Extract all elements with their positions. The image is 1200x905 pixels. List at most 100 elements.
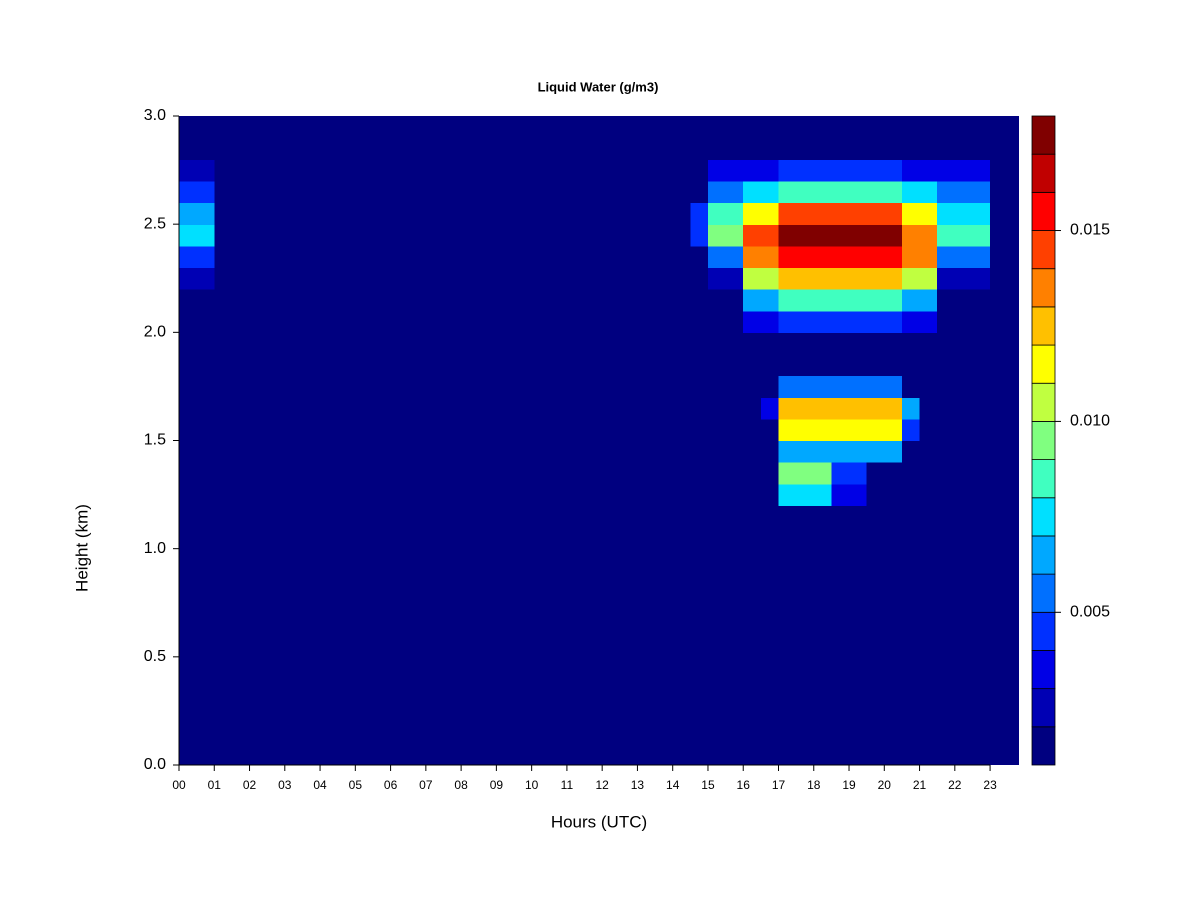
heatmap-cell (443, 700, 462, 723)
heatmap-cell (267, 527, 286, 550)
heatmap-cell (231, 289, 251, 312)
heatmap-cell (796, 332, 815, 355)
heatmap-cell (707, 570, 727, 593)
heatmap-cell (972, 570, 991, 593)
heatmap-cell (584, 483, 603, 506)
x-tick-label: 05 (349, 778, 363, 792)
heatmap-cell (901, 224, 921, 247)
heatmap-cell (990, 245, 1009, 269)
heatmap-cell (1007, 180, 1019, 204)
heatmap-cell (725, 137, 744, 160)
heatmap-cell (284, 505, 304, 528)
heatmap-cell (972, 137, 991, 160)
heatmap-cell (619, 505, 639, 528)
heatmap-cell (743, 635, 762, 658)
heatmap-cell (302, 116, 321, 139)
x-tick-label: 23 (983, 778, 997, 792)
heatmap-cell (214, 483, 233, 506)
heatmap-cell (249, 613, 268, 636)
heatmap-cell (549, 613, 568, 636)
heatmap-cell (866, 591, 885, 615)
heatmap-cell (796, 418, 815, 442)
heatmap-cell (690, 548, 709, 571)
heatmap-cell (813, 310, 832, 333)
heatmap-cell (214, 289, 233, 312)
x-tick-label: 11 (561, 778, 574, 792)
heatmap-cell (954, 721, 974, 744)
heatmap-cell (972, 548, 991, 571)
heatmap-cell (919, 159, 938, 182)
heatmap-cell (267, 332, 286, 355)
heatmap-cell (284, 267, 304, 290)
heatmap-cell (531, 159, 550, 182)
heatmap-cell (690, 332, 709, 355)
x-tick-label: 08 (454, 778, 468, 792)
heatmap-cell (531, 483, 550, 506)
heatmap-cell (478, 137, 497, 160)
heatmap-cell (478, 440, 497, 463)
heatmap-cell (214, 570, 233, 593)
heatmap-cell (760, 483, 780, 506)
heatmap-cell (531, 527, 550, 550)
heatmap-cell (196, 462, 215, 485)
heatmap-cell (284, 289, 304, 312)
heatmap-cell (355, 159, 374, 182)
heatmap-cell (443, 397, 462, 420)
heatmap-cell (901, 310, 921, 333)
heatmap-cell (602, 332, 621, 355)
heatmap-cell (320, 527, 339, 550)
heatmap-cell (390, 267, 409, 290)
heatmap-cell (249, 202, 268, 225)
heatmap-cell (831, 743, 850, 765)
heatmap-cell (549, 267, 568, 290)
heatmap-cell (214, 635, 233, 658)
heatmap-cell (866, 180, 885, 204)
heatmap-cell (1007, 310, 1019, 333)
heatmap-cell (937, 397, 956, 420)
heatmap-cell (725, 613, 744, 636)
heatmap-cell (919, 289, 938, 312)
heatmap-cell (990, 678, 1009, 701)
heatmap-cell (690, 418, 709, 442)
heatmap-cell (707, 267, 727, 290)
heatmap-cell (655, 267, 674, 290)
colorbar-box (1031, 191, 1056, 231)
heatmap-cell (478, 353, 497, 377)
heatmap-cell (619, 635, 639, 658)
heatmap-cell (690, 635, 709, 658)
heatmap-cell (866, 505, 885, 528)
heatmap-cell (355, 202, 374, 225)
heatmap-cell (866, 613, 885, 636)
heatmap-cell (1007, 656, 1019, 680)
heatmap-cell (1007, 224, 1019, 247)
heatmap-cell (496, 418, 515, 442)
heatmap-cell (549, 635, 568, 658)
heatmap-cell (566, 613, 586, 636)
heatmap-cell (514, 743, 533, 765)
heatmap-cell (954, 440, 974, 463)
heatmap-cell (884, 440, 903, 463)
heatmap-cell (919, 700, 938, 723)
heatmap-cell (302, 527, 321, 550)
heatmap-cell (778, 397, 797, 420)
heatmap-cell (443, 267, 462, 290)
heatmap-cell (637, 505, 656, 528)
heatmap-cell (196, 245, 215, 269)
heatmap-cell (884, 353, 903, 377)
heatmap-cell (337, 548, 356, 571)
heatmap-cell (425, 613, 445, 636)
heatmap-cell (443, 570, 462, 593)
heatmap-cell (831, 202, 850, 225)
heatmap-cell (302, 678, 321, 701)
heatmap-cell (302, 267, 321, 290)
heatmap-cell (284, 137, 304, 160)
heatmap-cell (619, 224, 639, 247)
heatmap-cell (408, 505, 427, 528)
heatmap-cell (901, 613, 921, 636)
heatmap-cell (408, 591, 427, 615)
heatmap-cell (1007, 418, 1019, 442)
heatmap-cell (725, 267, 744, 290)
heatmap-cell (690, 159, 709, 182)
heatmap-cell (496, 267, 515, 290)
heatmap-cell (1007, 116, 1019, 139)
